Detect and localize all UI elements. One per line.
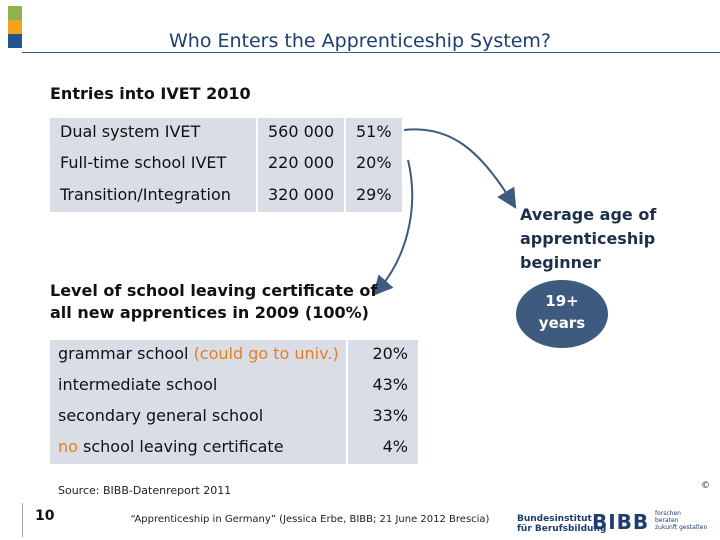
- level-label: no school leaving certificate: [58, 437, 284, 456]
- entry-share: 20%: [356, 153, 392, 172]
- entry-label: Full-time school IVET: [60, 153, 227, 172]
- average-age-label: Average age of apprenticeship beginner: [520, 203, 670, 275]
- section-heading-school-level: Level of school leaving certificate of a…: [50, 280, 377, 324]
- average-age-label-line: apprenticeship: [520, 229, 656, 248]
- copyright-mark: ©: [701, 481, 710, 491]
- table-row: intermediate school 43%: [50, 371, 418, 402]
- level-share: 33%: [372, 406, 408, 425]
- table-row: Transition/Integration 320 000 29%: [50, 181, 402, 211]
- level-label-highlight: no: [58, 437, 78, 456]
- level-label: grammar school (could go to univ.): [58, 344, 339, 363]
- level-share: 20%: [372, 344, 408, 363]
- level-label-text: grammar school: [58, 344, 194, 363]
- table-row: Dual system IVET 560 000 51%: [50, 118, 402, 148]
- footer-text: “Apprenticeship in Germany” (Jessica Erb…: [130, 514, 490, 525]
- table-row: secondary general school 33%: [50, 402, 418, 433]
- arrow-to-average-age: [403, 128, 517, 209]
- logo-institute-line: für Berufsbildung: [517, 524, 607, 534]
- corner-square-blue: [8, 34, 22, 48]
- table-row: grammar school (could go to univ.) 20%: [50, 340, 418, 371]
- average-age-value-line: 19+: [545, 292, 579, 310]
- section-heading-line: all new apprentices in 2009 (100%): [50, 303, 369, 322]
- table-row: Full-time school IVET 220 000 20%: [50, 149, 402, 179]
- table-row: no school leaving certificate 4%: [50, 433, 418, 464]
- corner-square-green: [8, 6, 22, 20]
- logo-institute-name: Bundesinstitut für Berufsbildung: [517, 514, 606, 534]
- title-underline: [22, 52, 720, 53]
- level-share: 43%: [372, 375, 408, 394]
- page-number: 10: [35, 508, 55, 524]
- bibb-logo: BIBB: [592, 510, 650, 534]
- arrow-to-school-level: [372, 159, 414, 296]
- average-age-value-line: years: [538, 314, 586, 332]
- table-divider: [344, 118, 346, 212]
- level-label: secondary general school: [58, 406, 264, 425]
- corner-square-orange: [8, 20, 22, 34]
- school-level-table: grammar school (could go to univ.) 20% i…: [50, 340, 418, 464]
- average-age-label-line: Average age of: [520, 205, 657, 224]
- average-age-badge: [516, 280, 608, 348]
- logo-tagline-line: forschen: [655, 510, 681, 517]
- entry-label: Transition/Integration: [60, 185, 231, 204]
- entry-count: 560 000: [268, 122, 335, 141]
- average-age-value: 19+ years: [514, 290, 610, 334]
- logo-institute-line: Bundesinstitut: [517, 514, 592, 524]
- entry-label: Dual system IVET: [60, 122, 201, 141]
- level-share: 4%: [382, 437, 408, 456]
- source-note: Source: BIBB-Datenreport 2011: [58, 484, 232, 497]
- entry-share: 29%: [356, 185, 392, 204]
- entries-table: Dual system IVET 560 000 51% Full-time s…: [50, 118, 402, 212]
- entry-count: 220 000: [268, 153, 335, 172]
- average-age-label-line: beginner: [520, 253, 601, 272]
- slide-title: Who Enters the Apprenticeship System?: [168, 30, 551, 52]
- logo-tagline-line: zukunft gestalten: [655, 524, 708, 531]
- section-heading-line: Level of school leaving certificate of: [50, 281, 378, 300]
- level-label: intermediate school: [58, 375, 218, 394]
- level-label-text: school leaving certificate: [77, 437, 284, 456]
- table-divider: [346, 340, 348, 464]
- table-divider: [256, 118, 258, 212]
- logo-tagline: forschen beraten zukunft gestalten: [655, 510, 707, 531]
- entry-share: 51%: [356, 122, 392, 141]
- logo-tagline-line: beraten: [655, 517, 679, 524]
- entry-count: 320 000: [268, 185, 335, 204]
- level-label-highlight: (could go to univ.): [193, 344, 339, 363]
- section-heading-entries: Entries into IVET 2010: [50, 84, 251, 103]
- footer-divider: [22, 503, 23, 537]
